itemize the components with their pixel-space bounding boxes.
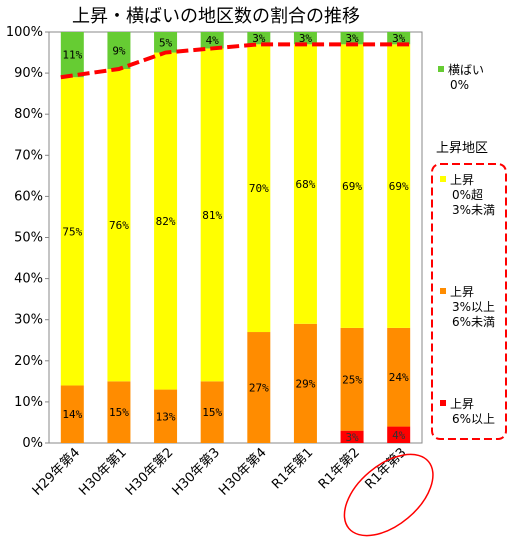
bar-segment-flat bbox=[340, 32, 364, 45]
bar-segment-rise3to6 bbox=[200, 381, 224, 443]
x-tick-label: R1年第1 bbox=[269, 445, 316, 492]
legend-text: 6%以上 bbox=[452, 412, 495, 426]
data-label: 13% bbox=[156, 410, 176, 423]
bar-segment-rise0to3 bbox=[340, 44, 364, 328]
bar-segment-rise0to3 bbox=[387, 44, 411, 328]
bar-segment-rise6 bbox=[340, 430, 364, 443]
data-label: 75% bbox=[62, 225, 82, 238]
trend-line bbox=[60, 42, 411, 80]
data-label: 9% bbox=[112, 44, 126, 57]
x-tick-label: H30年第3 bbox=[170, 445, 223, 498]
plot-area: 0% 10% 20% 30% 40% 50% 60% 70% 80% 90% 100% 14% 75% 1… bbox=[6, 25, 434, 537]
bar-segment-rise3to6 bbox=[340, 327, 364, 431]
bar-segment-rise0to3 bbox=[60, 77, 84, 386]
data-label: 14% bbox=[62, 408, 82, 421]
bar-segment-flat bbox=[387, 32, 411, 45]
y-tick-label: 10% bbox=[14, 395, 43, 410]
x-tick-label: R1年第3 bbox=[362, 445, 409, 492]
data-label: 11% bbox=[62, 49, 82, 62]
bar-segment-rise0to3 bbox=[293, 44, 317, 324]
highlight-ellipse bbox=[343, 453, 434, 537]
y-tick-label: 20% bbox=[14, 354, 43, 369]
legend-text: 上昇 bbox=[450, 173, 474, 187]
y-tick-label: 50% bbox=[14, 231, 43, 246]
data-label: 15% bbox=[202, 406, 222, 419]
bar-segment-flat bbox=[247, 32, 271, 45]
y-tick-label: 30% bbox=[14, 313, 43, 328]
bar-segment-flat bbox=[107, 32, 131, 69]
legend-text: 上昇 bbox=[450, 397, 474, 411]
legend-swatch-rise6 bbox=[440, 400, 446, 406]
y-tick-label: 60% bbox=[14, 189, 43, 204]
bar-segment-rise0to3 bbox=[107, 68, 131, 382]
legend-group-box bbox=[431, 163, 507, 440]
bar-segment-flat bbox=[154, 32, 178, 53]
bar-segment-flat bbox=[60, 32, 84, 78]
y-tick-label: 90% bbox=[14, 66, 43, 81]
data-label: 5% bbox=[159, 36, 173, 49]
legend-group-title: 上昇地区 bbox=[436, 141, 488, 156]
bar-segment-rise3to6 bbox=[247, 332, 271, 443]
legend-text: 0% bbox=[450, 78, 469, 92]
legend-text: 上昇 bbox=[450, 285, 474, 299]
data-label: 24% bbox=[389, 371, 409, 384]
data-label: 70% bbox=[249, 182, 269, 195]
bar-segment-flat bbox=[200, 32, 224, 49]
legend-swatch-flat bbox=[438, 66, 444, 72]
data-label: 3% bbox=[345, 431, 359, 444]
data-label: 4% bbox=[392, 429, 406, 442]
bar-segment-rise0to3 bbox=[200, 48, 224, 382]
legend-text: 0%超 bbox=[452, 187, 483, 202]
legend-text: 3%以上 bbox=[452, 300, 495, 314]
bar-segment-rise3to6 bbox=[387, 327, 411, 427]
legend-swatch-rise0to3 bbox=[440, 176, 446, 182]
data-label: 69% bbox=[389, 180, 409, 193]
x-tick-label: H30年第1 bbox=[76, 445, 129, 498]
data-label: 3% bbox=[392, 32, 406, 45]
data-label: 69% bbox=[342, 180, 362, 193]
y-tick-label: 100% bbox=[6, 25, 43, 40]
bar-segment-rise0to3 bbox=[247, 44, 271, 333]
legend-text: 横ばい bbox=[448, 63, 484, 77]
data-label: 68% bbox=[296, 178, 316, 191]
legend-swatch-rise3to6 bbox=[440, 288, 446, 294]
y-tick-label: 70% bbox=[14, 148, 43, 163]
data-label: 15% bbox=[109, 406, 129, 419]
legend-text: 6%未満 bbox=[452, 315, 495, 329]
y-tick-label: 80% bbox=[14, 107, 43, 122]
x-tick-label: H29年第4 bbox=[30, 445, 83, 498]
data-label: 3% bbox=[345, 32, 359, 45]
chart-title: 上昇・横ばいの地区数の割合の推移 bbox=[72, 6, 360, 27]
bar-segment-rise3to6 bbox=[107, 381, 131, 443]
data-label: 3% bbox=[252, 32, 266, 45]
data-label: 82% bbox=[156, 215, 176, 228]
bar-segment-flat bbox=[293, 32, 317, 45]
y-tick-label: 40% bbox=[14, 272, 43, 287]
legend-text: 3%未満 bbox=[452, 203, 495, 217]
data-label: 3% bbox=[299, 32, 313, 45]
bar-segment-rise3to6 bbox=[154, 389, 178, 443]
plot-frame bbox=[48, 31, 423, 444]
data-label: 27% bbox=[249, 382, 269, 395]
x-tick-label: H30年第4 bbox=[216, 445, 269, 498]
y-tick-label: 0% bbox=[22, 436, 43, 451]
data-label: 4% bbox=[206, 34, 220, 47]
bar-segment-rise3to6 bbox=[60, 385, 84, 443]
data-label: 29% bbox=[296, 377, 316, 390]
x-tick-label: H30年第2 bbox=[123, 445, 176, 498]
bar-segment-rise6 bbox=[387, 426, 411, 443]
bar-segment-rise3to6 bbox=[293, 323, 317, 443]
data-label: 76% bbox=[109, 219, 129, 232]
data-label: 81% bbox=[202, 209, 222, 222]
data-label: 25% bbox=[342, 373, 362, 386]
bar-segment-rise0to3 bbox=[154, 52, 178, 390]
